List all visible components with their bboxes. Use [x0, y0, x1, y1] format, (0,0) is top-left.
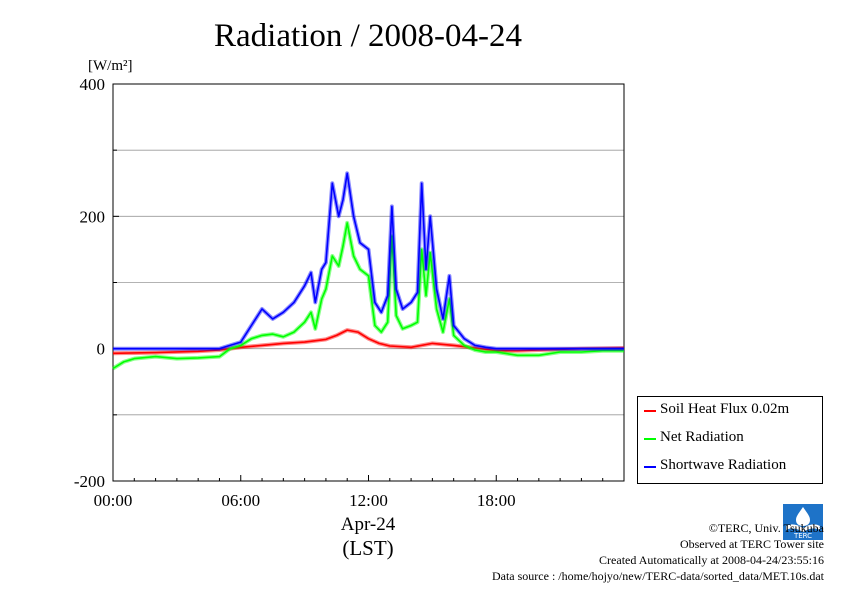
- x-tick-label: 06:00: [221, 491, 260, 510]
- legend-swatch: [644, 410, 656, 412]
- y-axis: -200 0 200 400: [74, 75, 119, 491]
- legend-label: Shortwave Radiation: [660, 457, 787, 473]
- source-text: Data source : /home/hojyo/new/TERC-data/…: [491, 569, 824, 583]
- legend-swatch: [644, 438, 656, 440]
- x-axis: 00:00 06:00 12:00 18:00: [94, 475, 604, 510]
- svg-text:TERC: TERC: [793, 532, 812, 540]
- x-axis-date-label: Apr-24: [341, 514, 396, 535]
- series-line-2: [113, 172, 624, 350]
- x-tick-label: 12:00: [349, 491, 388, 510]
- y-tick-label: 0: [97, 340, 106, 359]
- legend-item-soil-heat-flux: Soil Heat Flux 0.02m: [638, 401, 822, 421]
- legend-item-net-radiation: Net Radiation: [638, 429, 822, 449]
- series-lines: [111, 171, 625, 371]
- legend-label: Soil Heat Flux 0.02m: [660, 401, 790, 417]
- y-axis-label: [W/m²]: [88, 58, 132, 74]
- series-glow-2: [113, 171, 624, 351]
- created-text: Created Automatically at 2008-04-24/23:5…: [599, 553, 824, 567]
- observed-text: Observed at TERC Tower site: [679, 537, 824, 551]
- credits: ©TERC, Univ. Tsukuba Observed at TERC To…: [492, 520, 824, 584]
- series-line-0: [112, 329, 625, 355]
- chart-title: Radiation / 2008-04-24: [214, 18, 522, 54]
- y-tick-label: -200: [74, 472, 105, 491]
- x-tick-label: 00:00: [94, 491, 133, 510]
- legend-item-shortwave-radiation: Shortwave Radiation: [638, 457, 822, 477]
- legend: Soil Heat Flux 0.02m Net Radiation Short…: [637, 396, 823, 484]
- series-line-1: [112, 222, 624, 370]
- legend-label: Net Radiation: [660, 429, 744, 445]
- series-glow-1: [111, 220, 624, 371]
- copyright-text: ©TERC, Univ. Tsukuba: [708, 521, 824, 535]
- legend-swatch: [644, 466, 656, 468]
- x-axis-timezone-label: (LST): [342, 536, 393, 560]
- y-tick-label: 200: [80, 207, 106, 226]
- y-tick-label: 400: [80, 75, 106, 94]
- x-tick-label: 18:00: [477, 491, 516, 510]
- terc-logo-icon: TERC: [783, 504, 823, 540]
